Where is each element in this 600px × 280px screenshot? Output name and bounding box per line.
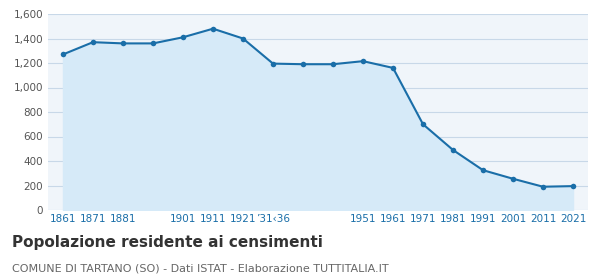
- Point: [418, 122, 428, 127]
- Point: [508, 176, 518, 181]
- Point: [538, 185, 548, 189]
- Point: [148, 41, 158, 46]
- Point: [238, 36, 248, 41]
- Point: [178, 35, 188, 39]
- Point: [358, 59, 368, 63]
- Point: [268, 61, 278, 66]
- Text: Popolazione residente ai censimenti: Popolazione residente ai censimenti: [12, 235, 323, 250]
- Point: [478, 168, 488, 172]
- Point: [328, 62, 338, 66]
- Point: [568, 184, 578, 188]
- Point: [58, 52, 68, 57]
- Point: [208, 27, 218, 31]
- Text: COMUNE DI TARTANO (SO) - Dati ISTAT - Elaborazione TUTTITALIA.IT: COMUNE DI TARTANO (SO) - Dati ISTAT - El…: [12, 263, 389, 273]
- Point: [88, 40, 98, 45]
- Point: [388, 66, 398, 70]
- Point: [448, 148, 458, 152]
- Point: [118, 41, 128, 46]
- Point: [298, 62, 308, 66]
